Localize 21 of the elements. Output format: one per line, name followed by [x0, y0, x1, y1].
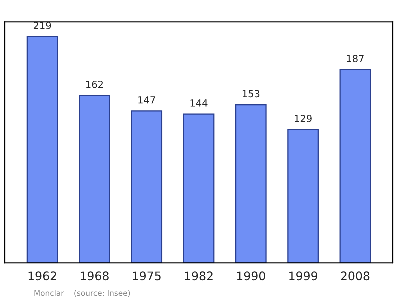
- data-label: 147: [138, 96, 156, 104]
- data-label: 219: [34, 22, 52, 30]
- bar: [131, 110, 163, 264]
- bar: [235, 104, 267, 264]
- x-tick-label: 1982: [185, 272, 213, 281]
- data-label: 187: [347, 55, 364, 62]
- x-tick-label: 1975: [133, 272, 161, 281]
- x-tick-label: 2008: [341, 272, 370, 281]
- bar: [183, 114, 215, 264]
- data-label: 162: [86, 80, 104, 88]
- bar: [340, 69, 372, 264]
- bar: [79, 95, 110, 264]
- x-tick-label: 1990: [237, 272, 266, 281]
- x-tick-label: 1962: [28, 272, 56, 281]
- x-tick-label: 1968: [80, 272, 109, 281]
- bar: [288, 129, 319, 264]
- data-label: 129: [295, 115, 312, 122]
- data-label: 144: [190, 100, 208, 107]
- bar: [26, 36, 58, 264]
- data-label: 153: [242, 90, 260, 98]
- x-tick-label: 1999: [290, 272, 318, 281]
